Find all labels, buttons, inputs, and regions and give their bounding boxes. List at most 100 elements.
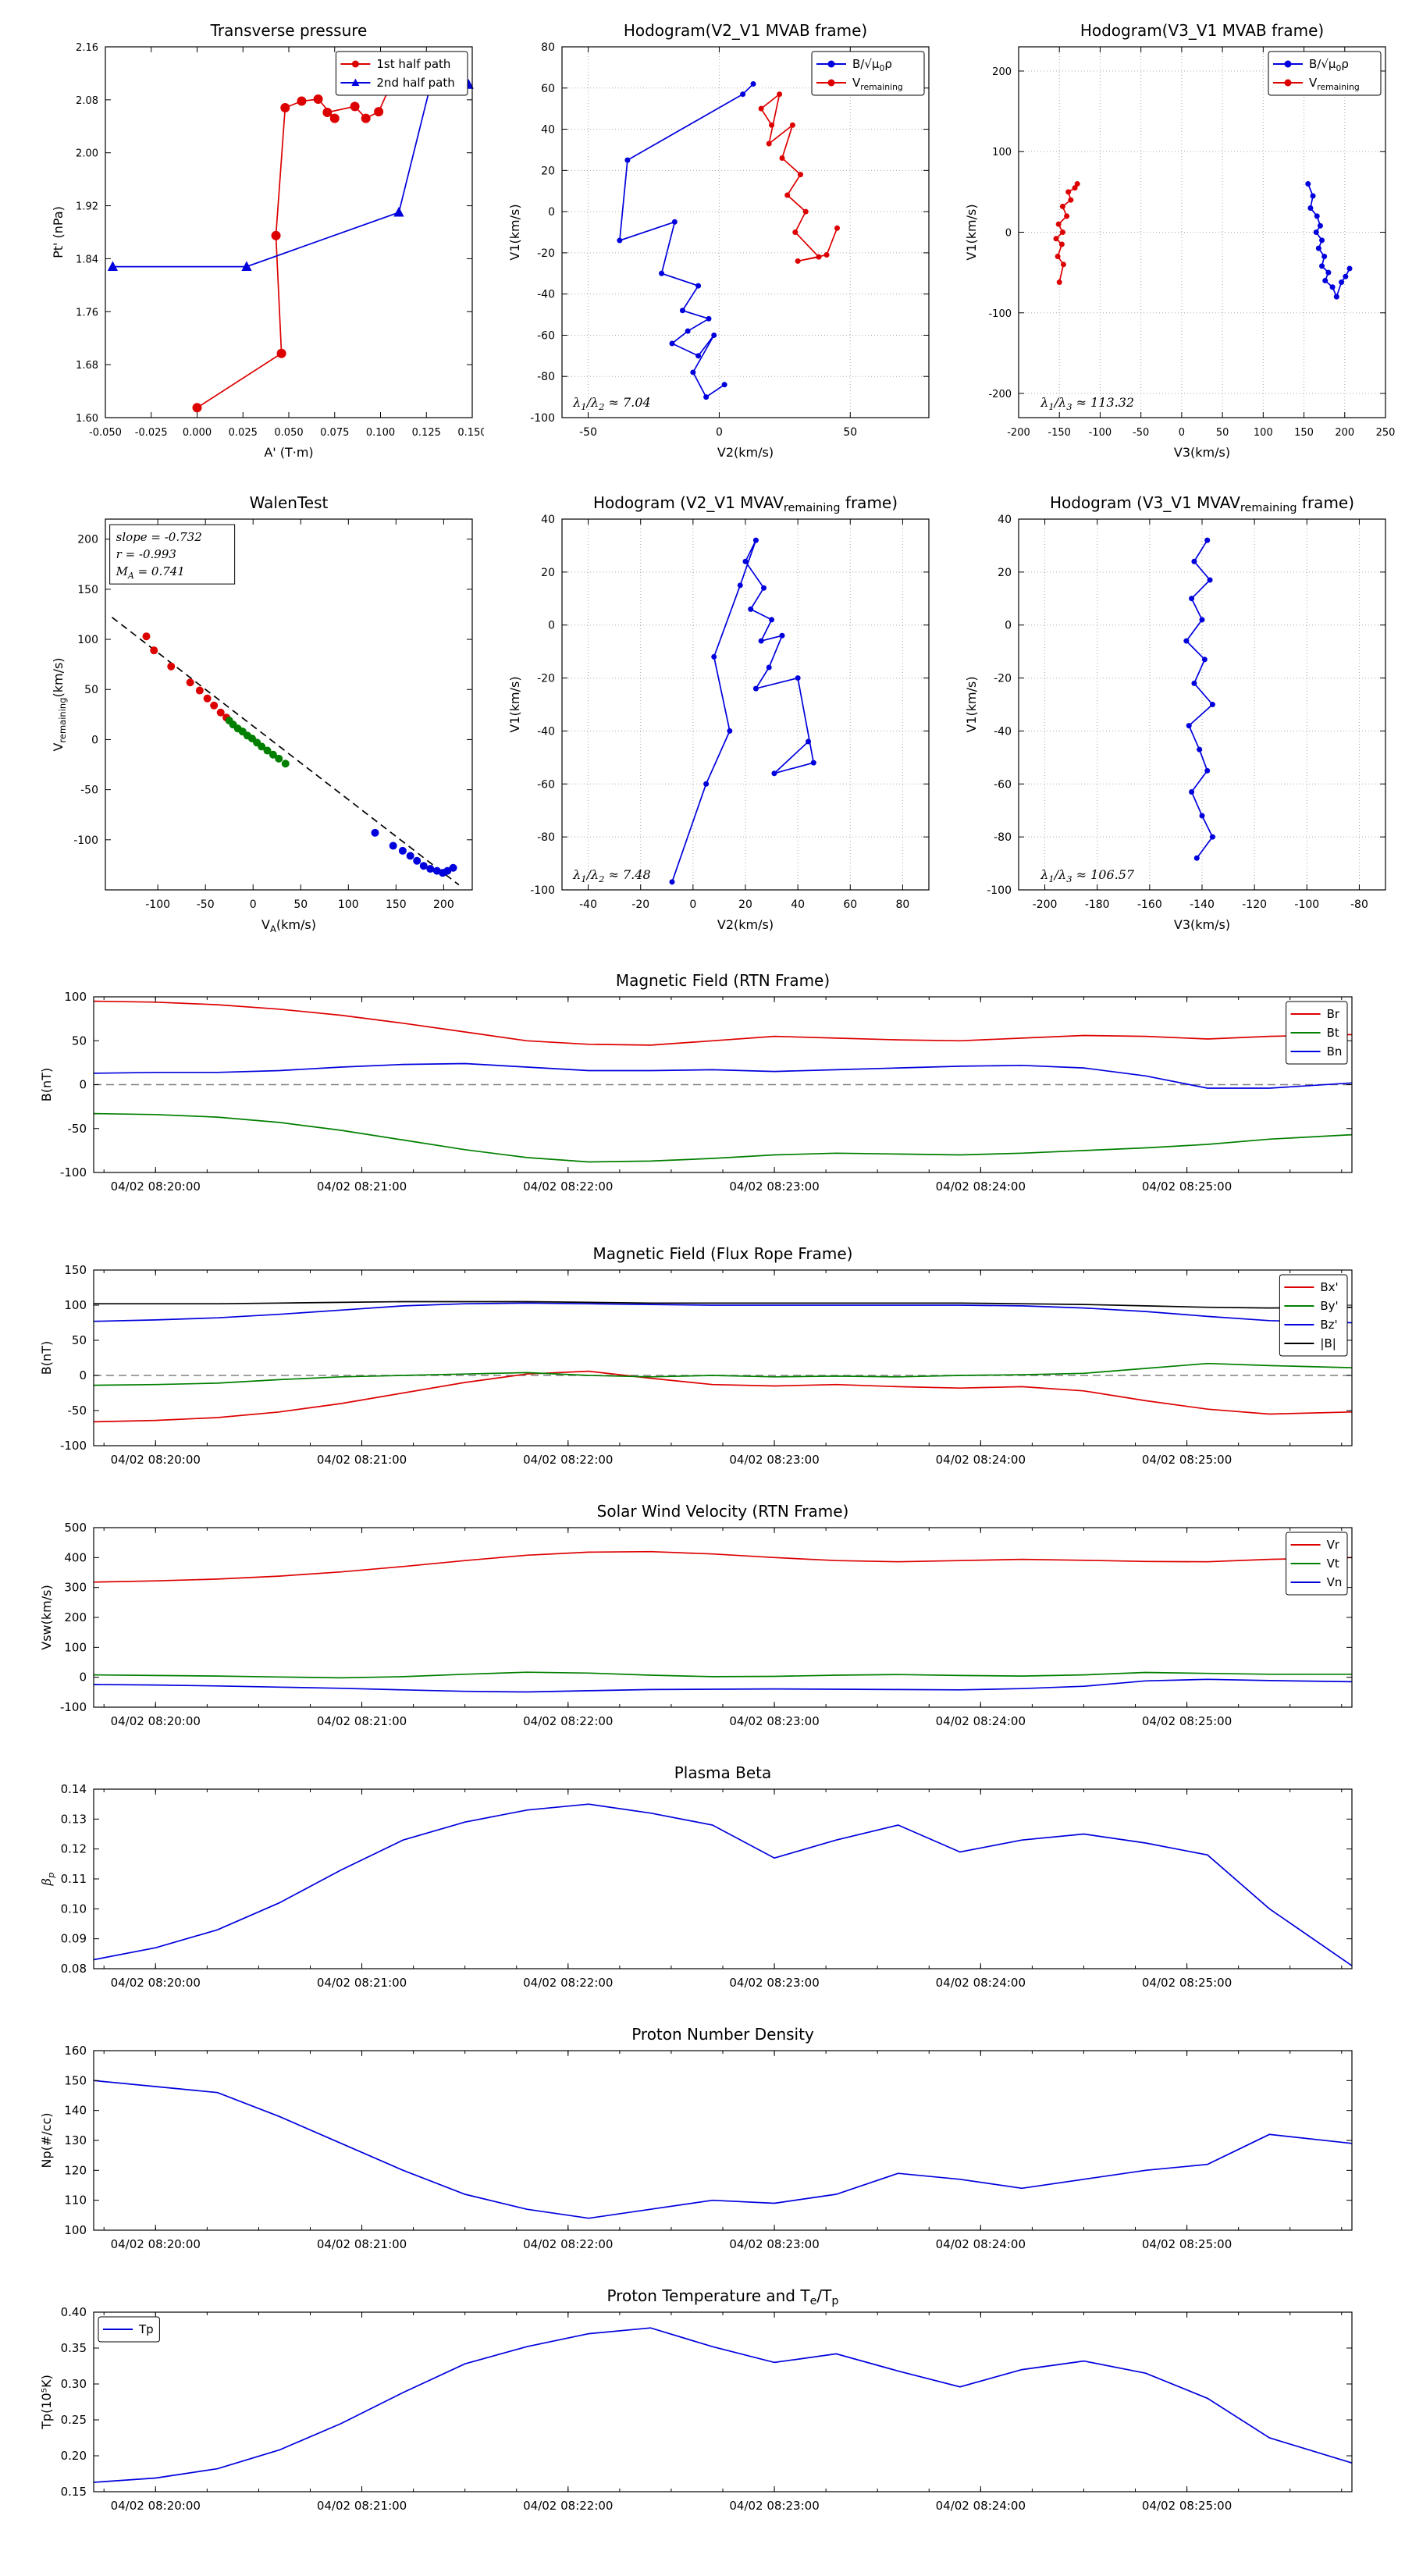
chart-proton-temperature: 04/02 08:20:00 04/02 08:21:00 04/02 08:22:… xyxy=(31,2279,1374,2537)
svg-text:Hodogram(V2_V1 MVAB frame): Hodogram(V2_V1 MVAB frame) xyxy=(624,21,867,40)
svg-text:λ1/λ2 ≈ 7.48: λ1/λ2 ≈ 7.48 xyxy=(572,867,651,884)
svg-text:0.25: 0.25 xyxy=(61,2413,87,2427)
svg-text:04/02 08:24:00: 04/02 08:24:00 xyxy=(936,1976,1026,1990)
svg-text:V2(km/s): V2(km/s) xyxy=(717,445,774,460)
svg-text:Vremaining(km/s): Vremaining(km/s) xyxy=(51,657,68,751)
svg-text:150: 150 xyxy=(64,1263,87,1277)
svg-text:100: 100 xyxy=(1254,427,1273,439)
svg-text:B(nT): B(nT) xyxy=(39,1068,54,1101)
svg-text:50: 50 xyxy=(293,898,308,911)
svg-text:110: 110 xyxy=(64,2194,87,2208)
svg-text:Magnetic Field (Flux Rope Fram: Magnetic Field (Flux Rope Frame) xyxy=(593,1244,853,1263)
svg-text:0.000: 0.000 xyxy=(183,427,212,439)
svg-text:20: 20 xyxy=(541,165,555,177)
svg-text:MA = 0.741: MA = 0.741 xyxy=(116,564,185,581)
svg-text:0.15: 0.15 xyxy=(61,2485,87,2499)
svg-text:0.09: 0.09 xyxy=(61,1932,87,1946)
svg-text:150: 150 xyxy=(77,584,98,596)
svg-text:-20: -20 xyxy=(537,247,555,260)
chart-magnetic-field-rtn: 04/02 08:20:00 04/02 08:21:00 04/02 08:22:… xyxy=(31,964,1374,1218)
chart-svg-hodogram-v2v1-mvav: -40 -20 0 20 40 60 80 -100 -80 -60 -40 -20 0 20 40 Hodo… xyxy=(507,493,930,932)
svg-text:04/02 08:22:00: 04/02 08:22:00 xyxy=(523,1714,613,1728)
svg-text:200: 200 xyxy=(1335,427,1354,439)
svg-text:2nd half path: 2nd half path xyxy=(376,76,454,90)
svg-text:250: 250 xyxy=(1376,427,1396,439)
svg-text:-50: -50 xyxy=(579,426,597,439)
svg-text:0: 0 xyxy=(716,426,723,439)
svg-text:04/02 08:21:00: 04/02 08:21:00 xyxy=(317,1453,407,1467)
svg-text:V2(km/s): V2(km/s) xyxy=(717,917,774,932)
chart-svg-hodogram-v3v1-mvav: -200 -180 -160 -140 -120 -100 -80-100-80-60-40… xyxy=(964,493,1386,932)
svg-text:04/02 08:24:00: 04/02 08:24:00 xyxy=(936,1714,1026,1728)
svg-text:04/02 08:25:00: 04/02 08:25:00 xyxy=(1142,1714,1232,1728)
svg-text:60: 60 xyxy=(541,83,555,95)
svg-text:Vt: Vt xyxy=(1327,1557,1339,1571)
svg-text:Tp: Tp xyxy=(138,2322,154,2336)
svg-text:Bn: Bn xyxy=(1327,1044,1343,1059)
svg-text:B/√μ0ρ: B/√μ0ρ xyxy=(1309,57,1349,73)
svg-text:04/02 08:23:00: 04/02 08:23:00 xyxy=(729,1453,819,1467)
svg-text:-200: -200 xyxy=(988,389,1012,400)
svg-text:50: 50 xyxy=(72,1333,87,1347)
svg-text:04/02 08:22:00: 04/02 08:22:00 xyxy=(523,2499,613,2513)
svg-text:-40: -40 xyxy=(994,725,1012,738)
svg-text:r = -0.993: r = -0.993 xyxy=(116,547,176,561)
svg-text:04/02 08:22:00: 04/02 08:22:00 xyxy=(523,1976,613,1990)
svg-text:100: 100 xyxy=(64,2223,87,2237)
chart-svg-proton-temperature: 04/02 08:20:00 04/02 08:21:00 04/02 08:22:… xyxy=(39,2286,1353,2513)
svg-text:04/02 08:20:00: 04/02 08:20:00 xyxy=(111,1453,201,1467)
svg-text:-20: -20 xyxy=(631,898,649,911)
svg-text:Vremaining: Vremaining xyxy=(1309,76,1360,92)
chart-plasma-beta: 04/02 08:20:00 04/02 08:21:00 04/02 08:22:… xyxy=(31,1756,1374,2014)
svg-text:-80: -80 xyxy=(1350,898,1368,911)
svg-text:V3(km/s): V3(km/s) xyxy=(1174,917,1230,932)
svg-text:100: 100 xyxy=(64,990,87,1004)
svg-text:04/02 08:25:00: 04/02 08:25:00 xyxy=(1142,2237,1232,2251)
svg-text:|B|: |B| xyxy=(1320,1336,1336,1350)
svg-text:04/02 08:24:00: 04/02 08:24:00 xyxy=(936,1179,1026,1194)
svg-text:2.08: 2.08 xyxy=(76,95,98,107)
svg-text:150: 150 xyxy=(1294,427,1314,439)
svg-text:0: 0 xyxy=(79,1078,87,1092)
svg-text:0.08: 0.08 xyxy=(61,1962,87,1976)
svg-text:160: 160 xyxy=(64,2044,87,2058)
chart-svg-hodogram-v2v1-mvab: -50 0 50 -100 -80 -60 -40 -20 0 20 40 60 80 Hodogram(… xyxy=(507,21,930,460)
svg-text:04/02 08:25:00: 04/02 08:25:00 xyxy=(1142,1179,1232,1194)
svg-text:0: 0 xyxy=(91,734,98,746)
svg-text:04/02 08:23:00: 04/02 08:23:00 xyxy=(729,1714,819,1728)
chart-magnetic-field-flux-rope: 04/02 08:20:00 04/02 08:21:00 04/02 08:22:… xyxy=(31,1237,1374,1491)
svg-text:-50: -50 xyxy=(68,1122,87,1136)
svg-text:-200: -200 xyxy=(1033,898,1058,911)
svg-text:140: 140 xyxy=(64,2104,87,2118)
svg-text:04/02 08:23:00: 04/02 08:23:00 xyxy=(729,1179,819,1194)
svg-text:1.92: 1.92 xyxy=(76,201,98,213)
svg-text:-0.050: -0.050 xyxy=(89,427,122,439)
svg-text:0.40: 0.40 xyxy=(61,2305,87,2319)
svg-text:0.125: 0.125 xyxy=(412,427,441,439)
svg-text:Solar Wind Velocity (RTN Frame: Solar Wind Velocity (RTN Frame) xyxy=(597,1502,849,1521)
svg-text:200: 200 xyxy=(433,898,454,911)
chart-hodogram-v2v1-mvab: -50 0 50 -100 -80 -60 -40 -20 0 20 40 60 80 Hodogram(… xyxy=(496,12,941,464)
svg-text:0: 0 xyxy=(689,898,696,911)
svg-text:04/02 08:20:00: 04/02 08:20:00 xyxy=(111,1976,201,1990)
svg-text:-20: -20 xyxy=(994,673,1012,685)
svg-text:λ1/λ3 ≈ 113.32: λ1/λ3 ≈ 113.32 xyxy=(1040,395,1134,412)
svg-text:04/02 08:24:00: 04/02 08:24:00 xyxy=(936,1453,1026,1467)
chart-transverse-pressure: -0.050 -0.025 0.000 0.025 0.050 0.075 0.100 0.1… xyxy=(39,12,487,464)
chart-svg-magnetic-field-flux-rope: 04/02 08:20:00 04/02 08:21:00 04/02 08:22:… xyxy=(39,1244,1353,1467)
svg-text:50: 50 xyxy=(84,684,98,696)
chart-hodogram-v2v1-mvav: -40 -20 0 20 40 60 80 -100 -80 -60 -40 -20 0 20 40 Hodo… xyxy=(496,484,941,937)
chart-proton-number-density: 04/02 08:20:00 04/02 08:21:00 04/02 08:22:… xyxy=(31,2018,1374,2275)
svg-text:04/02 08:20:00: 04/02 08:20:00 xyxy=(111,2499,201,2513)
svg-text:-100: -100 xyxy=(988,308,1012,320)
svg-text:60: 60 xyxy=(843,898,857,911)
svg-text:-40: -40 xyxy=(537,725,555,738)
svg-text:04/02 08:23:00: 04/02 08:23:00 xyxy=(729,2499,819,2513)
svg-text:1.68: 1.68 xyxy=(76,360,98,372)
svg-text:150: 150 xyxy=(386,898,407,911)
svg-text:04/02 08:21:00: 04/02 08:21:00 xyxy=(317,2499,407,2513)
svg-text:40: 40 xyxy=(998,514,1012,526)
chart-svg-proton-number-density: 04/02 08:20:00 04/02 08:21:00 04/02 08:22:… xyxy=(39,2025,1353,2251)
svg-text:V1(km/s): V1(km/s) xyxy=(964,676,979,732)
